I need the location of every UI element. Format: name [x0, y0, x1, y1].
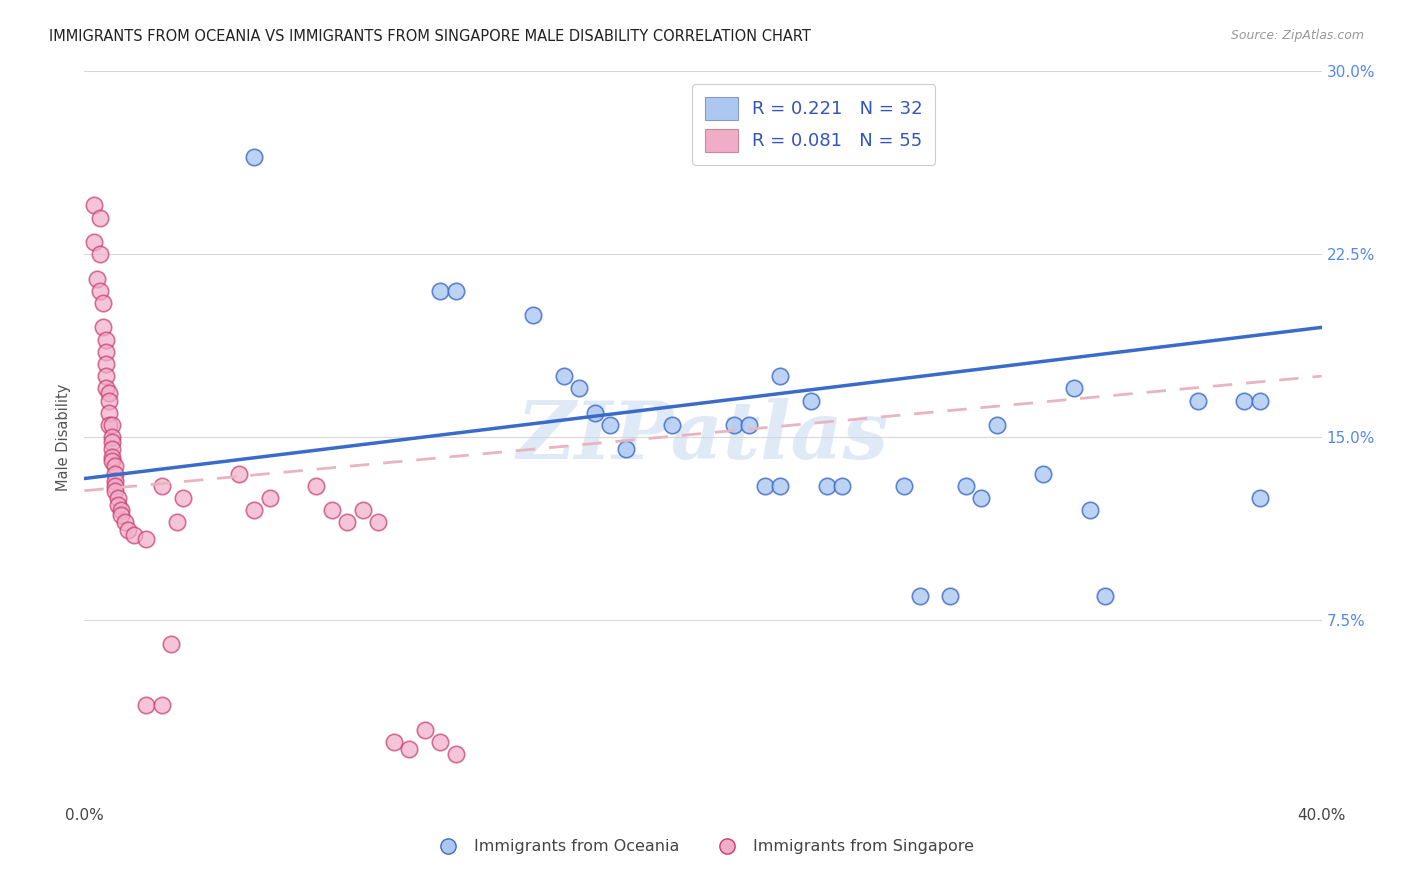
- Point: [1094, 589, 1116, 603]
- Point: [939, 589, 962, 603]
- Point: [101, 442, 124, 457]
- Point: [83, 235, 105, 249]
- Point: [135, 533, 157, 547]
- Point: [305, 479, 328, 493]
- Point: [98, 406, 121, 420]
- Point: [83, 198, 105, 212]
- Point: [738, 417, 761, 432]
- Point: [382, 735, 405, 749]
- Point: [321, 503, 343, 517]
- Point: [723, 417, 745, 432]
- Point: [1032, 467, 1054, 481]
- Point: [91, 296, 114, 310]
- Point: [398, 742, 420, 756]
- Point: [107, 491, 129, 505]
- Point: [553, 369, 575, 384]
- Point: [893, 479, 915, 493]
- Point: [98, 393, 121, 408]
- Point: [599, 417, 621, 432]
- Text: IMMIGRANTS FROM OCEANIA VS IMMIGRANTS FROM SINGAPORE MALE DISABILITY CORRELATION: IMMIGRANTS FROM OCEANIA VS IMMIGRANTS FR…: [49, 29, 811, 45]
- Point: [228, 467, 250, 481]
- Point: [166, 516, 188, 530]
- Point: [583, 406, 606, 420]
- Point: [117, 523, 139, 537]
- Point: [172, 491, 194, 505]
- Point: [1233, 393, 1256, 408]
- Point: [429, 735, 451, 749]
- Point: [104, 467, 127, 481]
- Point: [110, 508, 132, 522]
- Point: [101, 454, 124, 468]
- Point: [444, 284, 467, 298]
- Text: ZIPatlas: ZIPatlas: [517, 399, 889, 475]
- Point: [769, 369, 792, 384]
- Point: [104, 459, 127, 474]
- Point: [94, 369, 117, 384]
- Point: [89, 284, 111, 298]
- Point: [259, 491, 281, 505]
- Point: [336, 516, 359, 530]
- Point: [101, 434, 124, 449]
- Point: [89, 211, 111, 225]
- Y-axis label: Male Disability: Male Disability: [56, 384, 72, 491]
- Point: [110, 503, 132, 517]
- Point: [769, 479, 792, 493]
- Point: [101, 417, 124, 432]
- Point: [160, 637, 183, 651]
- Point: [114, 516, 136, 530]
- Point: [104, 483, 127, 498]
- Point: [1249, 393, 1271, 408]
- Point: [970, 491, 993, 505]
- Point: [94, 357, 117, 371]
- Point: [1078, 503, 1101, 517]
- Point: [522, 308, 544, 322]
- Point: [101, 450, 124, 464]
- Text: Source: ZipAtlas.com: Source: ZipAtlas.com: [1230, 29, 1364, 43]
- Point: [908, 589, 931, 603]
- Point: [243, 503, 266, 517]
- Point: [150, 698, 173, 713]
- Point: [831, 479, 853, 493]
- Point: [1249, 491, 1271, 505]
- Point: [104, 479, 127, 493]
- Point: [1187, 393, 1209, 408]
- Point: [104, 474, 127, 488]
- Point: [1063, 381, 1085, 395]
- Point: [413, 723, 436, 737]
- Point: [98, 386, 121, 401]
- Point: [955, 479, 977, 493]
- Point: [94, 344, 117, 359]
- Point: [101, 430, 124, 444]
- Point: [352, 503, 374, 517]
- Point: [122, 527, 145, 541]
- Point: [135, 698, 157, 713]
- Point: [986, 417, 1008, 432]
- Point: [754, 479, 776, 493]
- Point: [815, 479, 838, 493]
- Point: [800, 393, 823, 408]
- Point: [661, 417, 683, 432]
- Point: [107, 499, 129, 513]
- Point: [243, 150, 266, 164]
- Point: [614, 442, 637, 457]
- Legend: Immigrants from Oceania, Immigrants from Singapore: Immigrants from Oceania, Immigrants from…: [426, 833, 980, 861]
- Point: [444, 747, 467, 761]
- Point: [568, 381, 591, 395]
- Point: [429, 284, 451, 298]
- Point: [94, 333, 117, 347]
- Point: [94, 381, 117, 395]
- Point: [367, 516, 389, 530]
- Point: [86, 271, 108, 285]
- Point: [91, 320, 114, 334]
- Point: [150, 479, 173, 493]
- Point: [98, 417, 121, 432]
- Point: [89, 247, 111, 261]
